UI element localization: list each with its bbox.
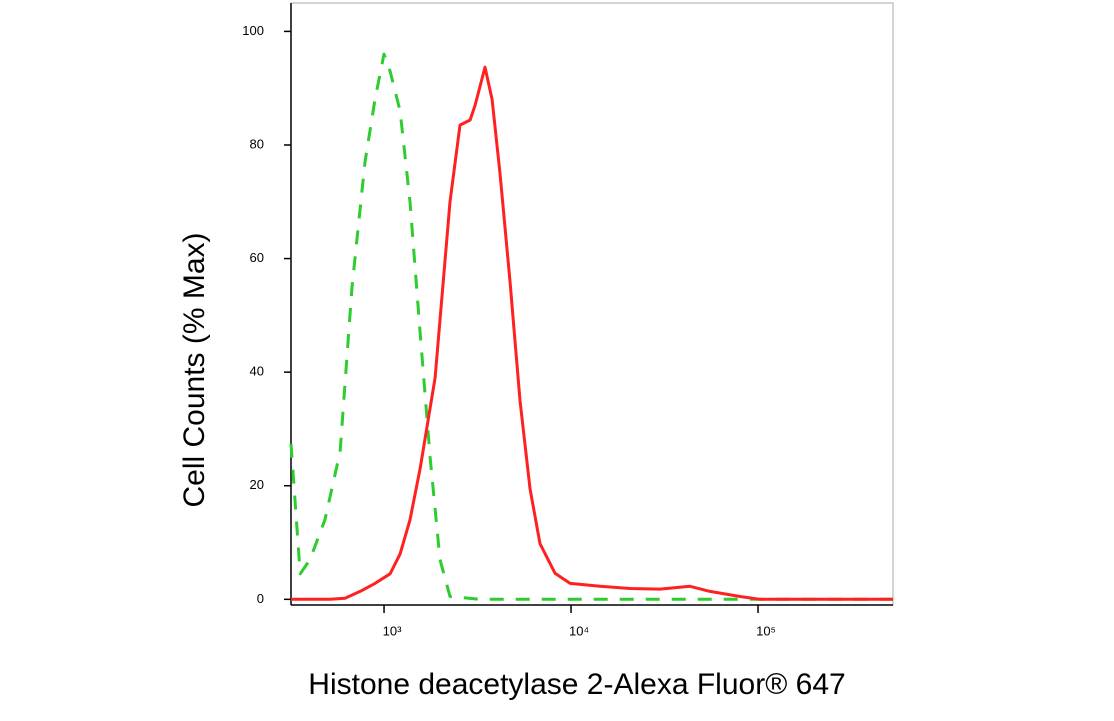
- y-tick-label: 100: [242, 23, 264, 38]
- plot-frame: [290, 2, 894, 606]
- series-line: [289, 52, 893, 601]
- series-line: [291, 65, 893, 601]
- x-tick-label: 10³: [383, 623, 402, 638]
- y-tick-label: 60: [250, 250, 264, 265]
- y-tick-label: 40: [250, 364, 264, 379]
- y-axis-title: Cell Counts (% Max): [178, 232, 211, 507]
- x-tick-label: 10⁵: [756, 623, 776, 638]
- y-tick-label: 20: [250, 477, 264, 492]
- y-tick-label: 80: [250, 136, 264, 151]
- x-tick-label: 10⁴: [569, 623, 589, 638]
- x-axis-title: Histone deacetylase 2-Alexa Fluor® 647: [308, 668, 845, 701]
- y-tick-label: 0: [257, 591, 264, 606]
